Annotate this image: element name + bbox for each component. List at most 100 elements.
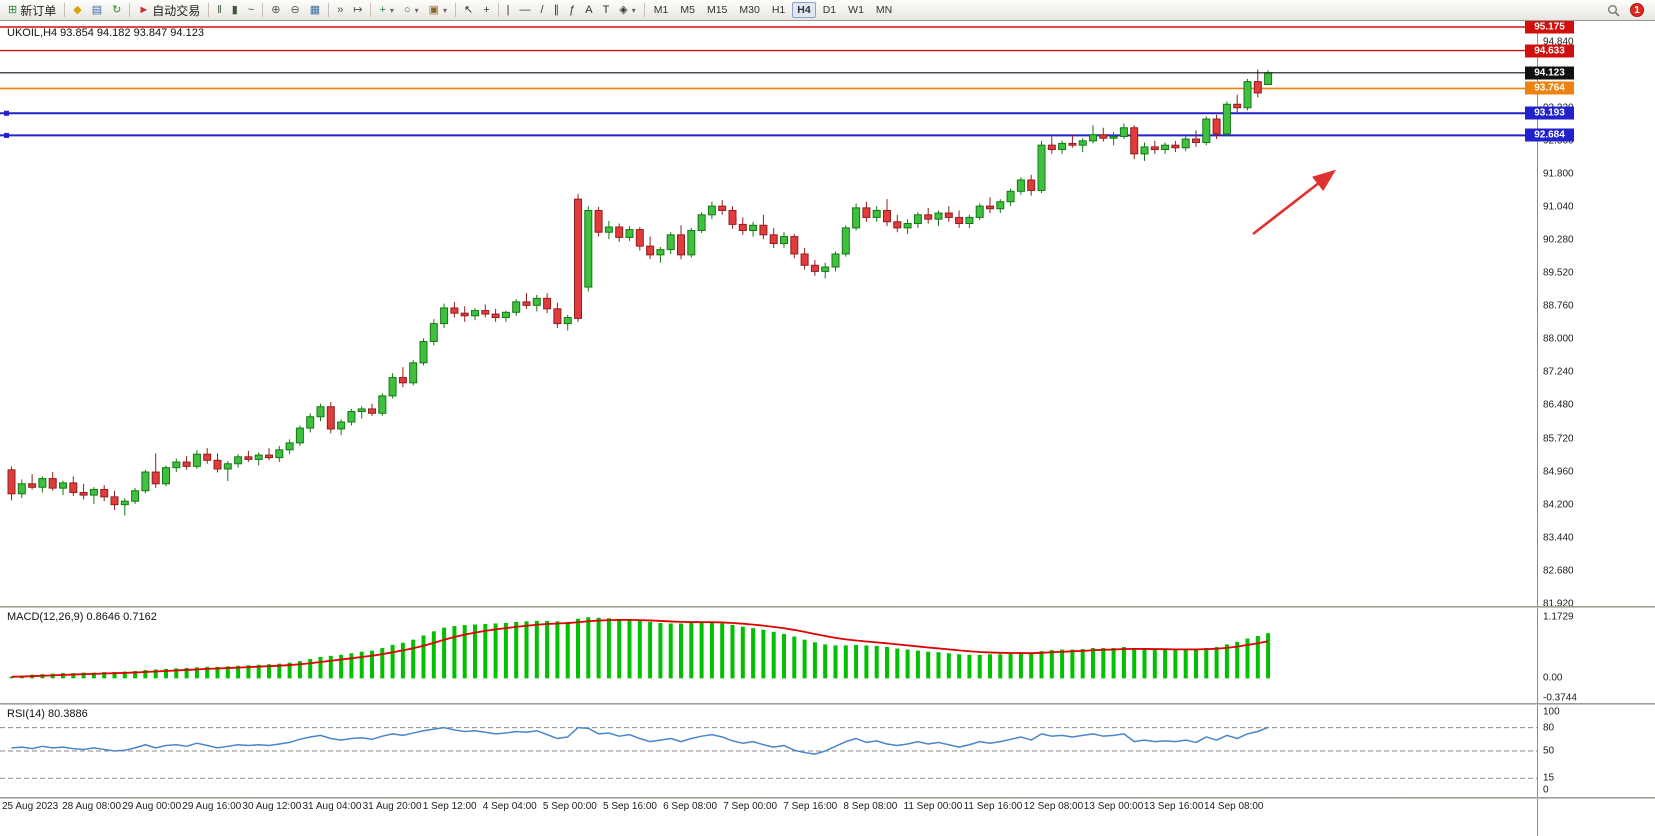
trendline-icon: / xyxy=(540,3,544,16)
crosshair-button[interactable]: + xyxy=(478,2,494,19)
clock-icon: ○ xyxy=(403,3,411,16)
toolbar-separator xyxy=(497,3,499,17)
timeframe-m5[interactable]: M5 xyxy=(680,4,695,16)
autotrade-button[interactable]: ► 自动交易 xyxy=(133,2,205,19)
fibonacci-button[interactable]: ƒ xyxy=(564,2,580,19)
price-tick: 90.280 xyxy=(1543,234,1574,246)
time-tick: 7 Sep 16:00 xyxy=(783,801,838,812)
trend-arrow[interactable] xyxy=(1252,169,1337,236)
time-tick: 8 Sep 08:00 xyxy=(843,801,898,812)
macd-panel[interactable] xyxy=(0,608,1537,703)
timeframe-mn[interactable]: MN xyxy=(875,4,893,16)
toolbar-separator xyxy=(328,3,330,17)
timeframe-h1[interactable]: H1 xyxy=(771,4,786,16)
bar-chart-button[interactable]: ‖ xyxy=(212,2,227,19)
new-order-button[interactable]: ⊞ 新订单 xyxy=(3,2,61,19)
price-badge-93.193[interactable]: 93.193 xyxy=(1525,106,1574,120)
price-axis[interactable]: 94.84094.08093.32092.56091.80091.04090.2… xyxy=(1525,20,1655,836)
price-badge-92.684[interactable]: 92.684 xyxy=(1525,128,1574,142)
macd-plot-svg xyxy=(9,617,1271,679)
price-tick: 87.240 xyxy=(1543,366,1574,378)
timeframe-m15[interactable]: M15 xyxy=(706,4,728,16)
panel-separator[interactable] xyxy=(0,606,1655,608)
price-tick: 86.480 xyxy=(1543,399,1574,411)
price-tick: 91.040 xyxy=(1543,201,1574,213)
tile-windows-button[interactable]: ▦ xyxy=(305,2,325,19)
chart-shift-icon: ↦ xyxy=(353,3,363,16)
bar-chart-icon: ‖ xyxy=(217,3,222,16)
time-tick: 30 Aug 12:00 xyxy=(242,801,302,812)
autoscroll-button[interactable]: » xyxy=(332,2,348,19)
chart-shift-button[interactable]: ↦ xyxy=(348,2,367,19)
toolbar-separator xyxy=(129,3,131,17)
price-tick: 81.920 xyxy=(1543,598,1574,610)
price-tick: 94.840 xyxy=(1543,36,1574,48)
hline-button[interactable]: — xyxy=(515,2,536,19)
autotrade-icon: ► xyxy=(138,3,150,16)
notification-badge[interactable]: 1 xyxy=(1630,3,1644,17)
trendline-button[interactable]: / xyxy=(536,2,549,19)
indicators-button[interactable]: + ▾ xyxy=(374,2,398,19)
price-badge-94.123[interactable]: 94.123 xyxy=(1525,66,1574,80)
time-tick: 31 Aug 20:00 xyxy=(362,801,422,812)
price-badge-94.633[interactable]: 94.633 xyxy=(1525,44,1574,58)
chart-title: UKOIL,H4 93.854 94.182 93.847 94.123 xyxy=(7,27,204,39)
time-tick: 5 Sep 00:00 xyxy=(542,801,597,812)
rsi-tick: 0 xyxy=(1543,784,1549,796)
timeframe-d1[interactable]: D1 xyxy=(822,4,837,16)
toolbar-separator xyxy=(643,3,645,17)
horizontal-line-icon: — xyxy=(519,3,531,16)
vline-button[interactable]: | xyxy=(502,2,515,19)
metaeditor-button[interactable]: ◆ xyxy=(68,2,86,19)
line-handle[interactable] xyxy=(4,110,9,116)
time-tick: 6 Sep 08:00 xyxy=(663,801,718,812)
zoom-out-button[interactable]: ⊖ xyxy=(286,2,305,19)
time-tick: 1 Sep 12:00 xyxy=(422,801,477,812)
price-tick: 91.800 xyxy=(1543,168,1574,180)
price-tick: 85.720 xyxy=(1543,433,1574,445)
macd-tick: -0.3744 xyxy=(1543,692,1577,704)
time-axis[interactable]: 25 Aug 2023 28 Aug 08:00 29 Aug 00:00 29 Au… xyxy=(0,799,1537,814)
timeframe-w1[interactable]: W1 xyxy=(848,4,864,16)
panel-separator[interactable] xyxy=(0,703,1655,705)
templates-button[interactable]: ▣ ▾ xyxy=(424,2,452,19)
refresh-button[interactable]: ↻ xyxy=(107,2,126,19)
periods-button[interactable]: ○ ▾ xyxy=(399,2,424,19)
shapes-button[interactable]: ◈ ▾ xyxy=(614,2,640,19)
time-tick: 29 Aug 16:00 xyxy=(182,801,242,812)
price-badge-93.764[interactable]: 93.764 xyxy=(1525,81,1574,95)
price-tick: 89.520 xyxy=(1543,267,1574,279)
line-chart-icon: ~ xyxy=(247,3,255,16)
price-badge-95.175[interactable]: 95.175 xyxy=(1525,20,1574,34)
text-button[interactable]: A xyxy=(580,2,597,19)
price-tick: 82.680 xyxy=(1543,565,1574,577)
line-handle[interactable] xyxy=(4,132,9,138)
autotrade-button-label: 自动交易 xyxy=(152,3,201,18)
rsi-panel[interactable] xyxy=(0,705,1537,797)
search-icon[interactable] xyxy=(1607,4,1620,17)
dropdown-caret-icon: ▾ xyxy=(414,5,419,15)
main-chart[interactable] xyxy=(0,21,1537,606)
cursor-button[interactable]: ↖ xyxy=(459,2,478,19)
panel-separator[interactable] xyxy=(0,797,1655,799)
charts-button[interactable]: ▤ xyxy=(87,2,107,19)
time-tick: 11 Sep 00:00 xyxy=(903,801,963,812)
new-order-button-label: 新订单 xyxy=(20,3,57,18)
time-tick: 12 Sep 08:00 xyxy=(1023,801,1084,812)
candlestick-button[interactable]: ▮ xyxy=(227,2,243,19)
vertical-line-icon: | xyxy=(506,3,510,16)
zoom-in-button[interactable]: ⊕ xyxy=(266,2,285,19)
channel-button[interactable]: ∥ xyxy=(549,2,565,19)
time-tick: 14 Sep 08:00 xyxy=(1204,801,1264,812)
timeframe-h4[interactable]: H4 xyxy=(792,2,816,18)
time-tick: 25 Aug 2023 xyxy=(2,801,59,812)
rsi-tick: 50 xyxy=(1543,745,1555,757)
autoscroll-icon: » xyxy=(337,3,344,16)
timeframe-m30[interactable]: M30 xyxy=(739,4,760,16)
macd-signal-line xyxy=(11,619,1269,678)
line-chart-button[interactable]: ~ xyxy=(243,2,259,19)
timeframe-m1[interactable]: M1 xyxy=(653,4,669,16)
label-button[interactable]: T xyxy=(598,2,615,19)
toolbar-separator xyxy=(455,3,457,17)
toolbar-separator xyxy=(262,3,264,17)
